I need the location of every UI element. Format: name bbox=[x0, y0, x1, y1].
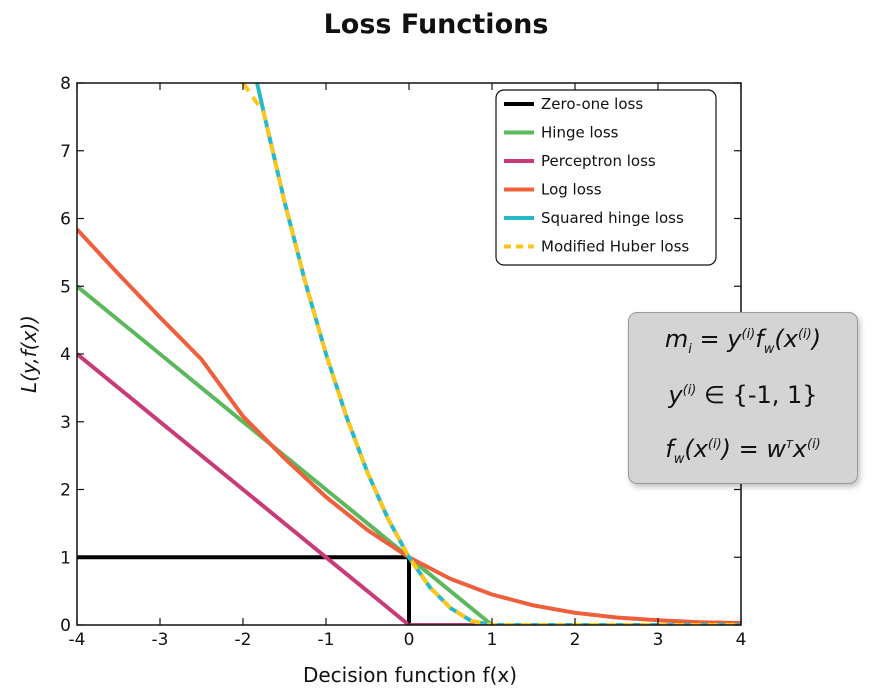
formula-f2: f bbox=[665, 435, 674, 463]
chart-title: Loss Functions bbox=[324, 9, 549, 40]
formula-eq: = bbox=[691, 325, 728, 353]
formula-f: f bbox=[755, 325, 764, 353]
formula-x2: x bbox=[693, 435, 708, 463]
legend-label-perceptron-loss: Perceptron loss bbox=[541, 152, 656, 170]
formula-box: mi = y(i)fw(x(i)) y(i) ∈ {-1, 1} fw(x(i)… bbox=[628, 312, 858, 484]
formula-label-set: y(i) ∈ {-1, 1} bbox=[629, 381, 857, 409]
y-axis-label: L(y,f(x)) bbox=[17, 315, 41, 393]
y-tick-label: 0 bbox=[60, 616, 71, 636]
x-tick-label: -4 bbox=[69, 630, 86, 650]
x-ticks: -4 -3 -2 -1 0 1 2 3 4 bbox=[69, 83, 747, 650]
formula-f2-sub: w bbox=[673, 451, 685, 467]
x-tick-label: -2 bbox=[235, 630, 252, 650]
x-tick-label: 1 bbox=[487, 630, 498, 650]
legend-label-zero-one-loss: Zero-one loss bbox=[541, 95, 643, 113]
formula-w-sup: T bbox=[786, 438, 793, 451]
formula-model: fw(x(i)) = wTx(i) bbox=[629, 435, 857, 467]
x-axis-label: Decision function f(x) bbox=[303, 663, 517, 687]
x-tick-label: 4 bbox=[736, 630, 747, 650]
legend-label-modified-huber-loss: Modified Huber loss bbox=[541, 238, 689, 256]
legend-box bbox=[495, 89, 717, 266]
legend: Zero-one loss Hinge loss Perceptron loss Lo… bbox=[495, 89, 717, 266]
legend-label-hinge-loss: Hinge loss bbox=[541, 124, 619, 142]
formula-open-paren2: ( bbox=[684, 435, 694, 463]
formula-x3: x bbox=[792, 435, 807, 463]
y-tick-label: 7 bbox=[60, 142, 71, 162]
x-tick-label: 2 bbox=[570, 630, 581, 650]
y-tick-label: 3 bbox=[60, 413, 71, 433]
legend-label-log-loss: Log loss bbox=[541, 181, 602, 199]
formula-margin: mi = y(i)fw(x(i)) bbox=[629, 325, 857, 357]
y-tick-label: 2 bbox=[60, 481, 71, 501]
y-tick-label: 6 bbox=[60, 210, 71, 230]
formula-w: w bbox=[766, 435, 787, 463]
formula-open-paren: ( bbox=[774, 325, 784, 353]
formula-y2-sup: (i) bbox=[682, 383, 697, 398]
y-tick-label: 1 bbox=[60, 548, 71, 568]
formula-f-sub: w bbox=[763, 341, 775, 357]
formula-x2-sup: (i) bbox=[707, 437, 722, 452]
y-tick-label: 4 bbox=[60, 345, 71, 365]
x-tick-label: 0 bbox=[404, 630, 415, 650]
x-tick-label: -3 bbox=[152, 630, 169, 650]
formula-y: y bbox=[727, 325, 742, 353]
y-ticks: 0 1 2 3 4 5 6 7 8 bbox=[60, 74, 741, 636]
formula-y-sup: (i) bbox=[741, 327, 756, 342]
formula-y2: y bbox=[668, 381, 683, 409]
series-perceptron-loss bbox=[77, 352, 741, 625]
formula-x3-sup: (i) bbox=[807, 437, 821, 452]
series-zero-one-loss bbox=[77, 555, 741, 625]
formula-m-sub: i bbox=[688, 341, 692, 357]
formula-close-paren2: ) bbox=[721, 435, 732, 463]
y-tick-label: 5 bbox=[60, 277, 71, 297]
formula-eq2: = bbox=[731, 435, 767, 463]
x-tick-label: 3 bbox=[653, 630, 664, 650]
formula-x-sup: (i) bbox=[797, 327, 812, 342]
series-modified-huber-loss bbox=[241, 83, 741, 625]
formula-member: ∈ {-1, 1} bbox=[696, 381, 818, 409]
formula-m: m bbox=[664, 325, 689, 353]
x-tick-label: -1 bbox=[318, 630, 335, 650]
series-layer bbox=[77, 83, 741, 625]
formula-x: x bbox=[783, 325, 798, 353]
y-tick-label: 8 bbox=[60, 74, 71, 94]
legend-label-squared-hinge-loss: Squared hinge loss bbox=[541, 209, 684, 227]
formula-close-paren: ) bbox=[811, 325, 822, 353]
